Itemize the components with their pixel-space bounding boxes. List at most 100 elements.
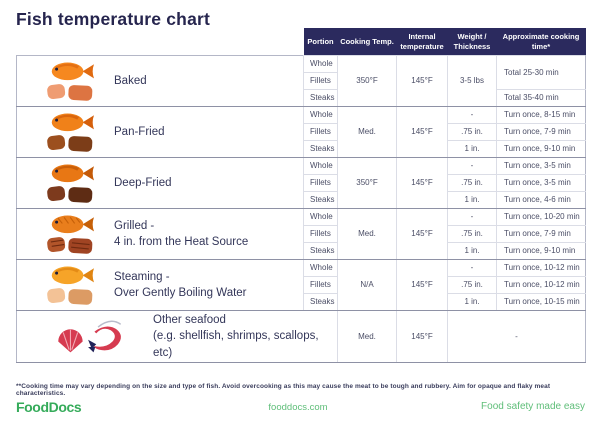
- table-row: Fillets: [17, 72, 586, 90]
- cell-time: Turn once, 10-12 min: [496, 259, 586, 277]
- cell-cooking-temp: N/A: [337, 259, 397, 311]
- cell-portion: Steaks: [303, 293, 338, 311]
- method-label: Other seafood (e.g. shellfish, shrimps, …: [153, 314, 319, 359]
- cell-cooking-temp: Med.: [337, 310, 397, 363]
- cell-time: Turn once, 8-15 min: [496, 106, 586, 124]
- col-header-weight-thickness: Weight / Thickness: [447, 28, 497, 56]
- cell-internal-temp: 145°F: [396, 208, 448, 260]
- cell-weight: .75 in.: [447, 225, 497, 243]
- method-cell-other-seafood: Other seafood (e.g. shellfish, shrimps, …: [16, 310, 338, 363]
- table-row: Steaks 1 in. Turn once, 4-6 min: [17, 191, 586, 209]
- cell-weight: 1 in.: [447, 293, 497, 311]
- method-cell-steaming: Steaming - Over Gently Boiling Water: [16, 259, 304, 311]
- method-cell-baked: Baked: [16, 55, 304, 107]
- page-footer: FoodDocs fooddocs.com Food safety made e…: [0, 397, 600, 419]
- group-baked: Baked Whole 350°F 145°F 3-5 lbs Total 25…: [16, 55, 586, 107]
- header-blank-cell: [17, 28, 304, 56]
- footer-tagline: Food safety made easy: [481, 401, 585, 412]
- cell-portion: Whole: [303, 259, 338, 277]
- col-header-cooking-time: Approximate cooking time*: [496, 28, 586, 56]
- fish-temperature-table-wrap: Portion Cooking Temp. Internal temperatu…: [16, 28, 586, 363]
- cell-weight: .75 in.: [447, 123, 497, 141]
- cell-time: Turn once, 7-9 min: [496, 123, 586, 141]
- cell-internal-temp: 145°F: [396, 310, 448, 363]
- cell-internal-temp: 145°F: [396, 55, 448, 107]
- cell-portion: Fillets: [303, 72, 338, 90]
- cell-cooking-temp: 350°F: [337, 55, 397, 107]
- fooddocs-logo[interactable]: FoodDocs: [16, 399, 82, 415]
- table-row: Baked Whole 350°F 145°F 3-5 lbs Total 25…: [16, 55, 586, 107]
- cell-portion: Steaks: [303, 242, 338, 260]
- cell-portion: Fillets: [303, 123, 338, 141]
- cell-portion: Whole: [303, 55, 338, 73]
- table-row: Grilled - 4 in. from the Heat Source Who…: [16, 208, 586, 260]
- shellfish-shrimp-icon: [58, 320, 122, 352]
- cell-time: Turn once, 10-20 min: [496, 208, 586, 226]
- cell-portion: Fillets: [303, 174, 338, 192]
- cell-weight: 1 in.: [447, 140, 497, 158]
- method-label: Grilled - 4 in. from the Heat Source: [114, 219, 249, 248]
- cell-weight: .75 in.: [447, 276, 497, 294]
- cell-portion: Steaks: [303, 89, 338, 107]
- cell-weight: -: [447, 106, 497, 124]
- table-row: Fillets .75 in. Turn once, 10-12 min: [17, 276, 586, 294]
- fooddocs-url-link[interactable]: fooddocs.com: [268, 402, 328, 413]
- cell-time: Turn once, 10-12 min: [496, 276, 586, 294]
- cell-weight: -: [447, 259, 497, 277]
- cell-weight: 1 in.: [447, 242, 497, 260]
- cell-weight: 1 in.: [447, 191, 497, 209]
- footnote-text: **Cooking time may vary depending on the…: [16, 383, 551, 397]
- cell-weight: 3-5 lbs: [447, 55, 497, 107]
- cell-weight: -: [447, 208, 497, 226]
- cell-portion: Steaks: [303, 191, 338, 209]
- method-label: Pan-Fried: [114, 125, 165, 138]
- cell-portion: Fillets: [303, 276, 338, 294]
- method-label: Deep-Fried: [114, 176, 172, 189]
- pan-fried-fish-icon: [47, 113, 94, 152]
- method-label: Baked: [114, 74, 147, 87]
- table-row: Fillets .75 in. Turn once, 7-9 min: [17, 123, 586, 141]
- fish-temperature-table: Portion Cooking Temp. Internal temperatu…: [16, 28, 586, 363]
- cell-time: Turn once, 10-15 min: [496, 293, 586, 311]
- col-header-portion: Portion: [303, 28, 338, 56]
- grilled-fish-icon: [47, 215, 94, 254]
- cell-time: Total 25-30 min: [496, 55, 586, 90]
- group-deep-fried: Deep-Fried Whole 350°F 145°F - Turn once…: [16, 157, 586, 209]
- cell-time: Total 35-40 min: [496, 89, 586, 107]
- table-row: Steaks Total 35-40 min: [17, 89, 586, 107]
- cell-time: -: [447, 310, 586, 363]
- cell-cooking-temp: 350°F: [337, 157, 397, 209]
- cell-internal-temp: 145°F: [396, 106, 448, 158]
- cell-internal-temp: 145°F: [396, 259, 448, 311]
- table-header: Portion Cooking Temp. Internal temperatu…: [17, 28, 586, 56]
- method-cell-grilled: Grilled - 4 in. from the Heat Source: [16, 208, 304, 260]
- header-row: Portion Cooking Temp. Internal temperatu…: [17, 28, 586, 56]
- method-cell-pan-fried: Pan-Fried: [16, 106, 304, 158]
- cell-portion: Whole: [303, 157, 338, 175]
- table-row: Steaming - Over Gently Boiling Water Who…: [16, 259, 586, 311]
- group-grilled: Grilled - 4 in. from the Heat Source Who…: [16, 208, 586, 260]
- col-header-internal-temp: Internal temperature: [396, 28, 448, 56]
- cell-weight: -: [447, 157, 497, 175]
- table-row: Steaks 1 in. Turn once, 9-10 min: [17, 242, 586, 260]
- baked-fish-icon: [47, 62, 94, 101]
- method-label: Steaming - Over Gently Boiling Water: [114, 270, 247, 299]
- group-other-seafood: Other seafood (e.g. shellfish, shrimps, …: [16, 310, 586, 363]
- table-row: Other seafood (e.g. shellfish, shrimps, …: [16, 310, 586, 363]
- cell-time: Turn once, 9-10 min: [496, 140, 586, 158]
- table-row: Fillets .75 in. Turn once, 3-5 min: [17, 174, 586, 192]
- method-cell-deep-fried: Deep-Fried: [16, 157, 304, 209]
- cell-portion: Fillets: [303, 225, 338, 243]
- cell-time: Turn once, 3-5 min: [496, 157, 586, 175]
- cell-time: Turn once, 7-9 min: [496, 225, 586, 243]
- table-row: Deep-Fried Whole 350°F 145°F - Turn once…: [16, 157, 586, 209]
- cell-cooking-temp: Med.: [337, 208, 397, 260]
- cell-weight: .75 in.: [447, 174, 497, 192]
- col-header-cooking-temp: Cooking Temp.: [337, 28, 397, 56]
- cell-time: Turn once, 4-6 min: [496, 191, 586, 209]
- cell-cooking-temp: Med.: [337, 106, 397, 158]
- page-title: Fish temperature chart: [16, 9, 211, 29]
- group-steaming: Steaming - Over Gently Boiling Water Who…: [16, 259, 586, 311]
- table-row: Pan-Fried Whole Med. 145°F - Turn once, …: [16, 106, 586, 158]
